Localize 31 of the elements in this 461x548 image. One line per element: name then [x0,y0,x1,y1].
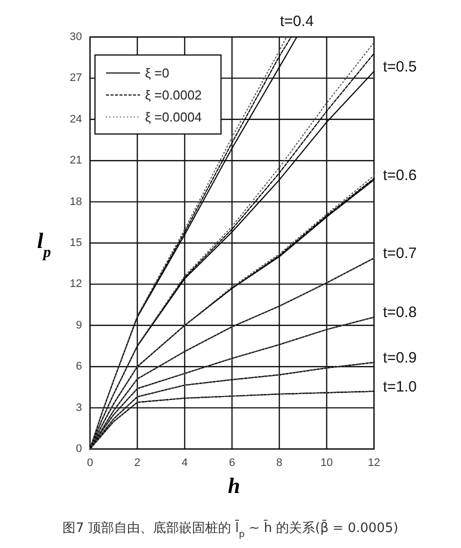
caption: 图7 顶部自由、底部嵌固桩的 l̄$_{p}$ ~ h̄ 的关系(β̄ = 0.0005) [62,520,398,540]
x-tick-label: 4 [182,457,188,469]
x-tick-label: 12 [368,457,380,469]
y-tick-label: 0 [76,443,82,455]
x-tick-label: 2 [134,457,140,469]
y-tick-label: 21 [70,154,82,167]
legend-label: ξ =0.0002 [145,88,202,102]
y-tick-label: 9 [76,319,82,332]
x-tick-label: 6 [228,457,236,469]
y-tick-label: 12 [70,278,82,290]
text: t=0.5 [383,58,417,75]
y-tick-label: 18 [70,196,82,208]
y-tick-label: 15 [70,237,82,249]
y-tick-label: 30 [70,31,82,43]
text: t=1.0 [383,378,417,395]
text: t=0.8 [383,304,417,321]
text: t=0.9 [383,348,417,366]
x-tick-label: 8 [276,457,282,469]
text: t=0.7 [383,244,417,262]
y-tick-label: 27 [70,72,82,84]
text: t=0.4 [280,12,314,30]
y-tick-label: 3 [76,402,82,414]
y-tick-label: 24 [70,113,82,126]
x-tick-label: 0 [86,457,94,469]
legend-label: ξ =0 [145,66,170,80]
text: t=0.6 [383,166,417,184]
legend-label: ξ =0.0004 [145,110,202,124]
x-axis-title: h [228,473,240,498]
y-tick-label: 6 [76,360,82,373]
y-axis-title: l$_{p}$ [37,228,52,260]
x-tick-label: 10 [320,457,333,469]
